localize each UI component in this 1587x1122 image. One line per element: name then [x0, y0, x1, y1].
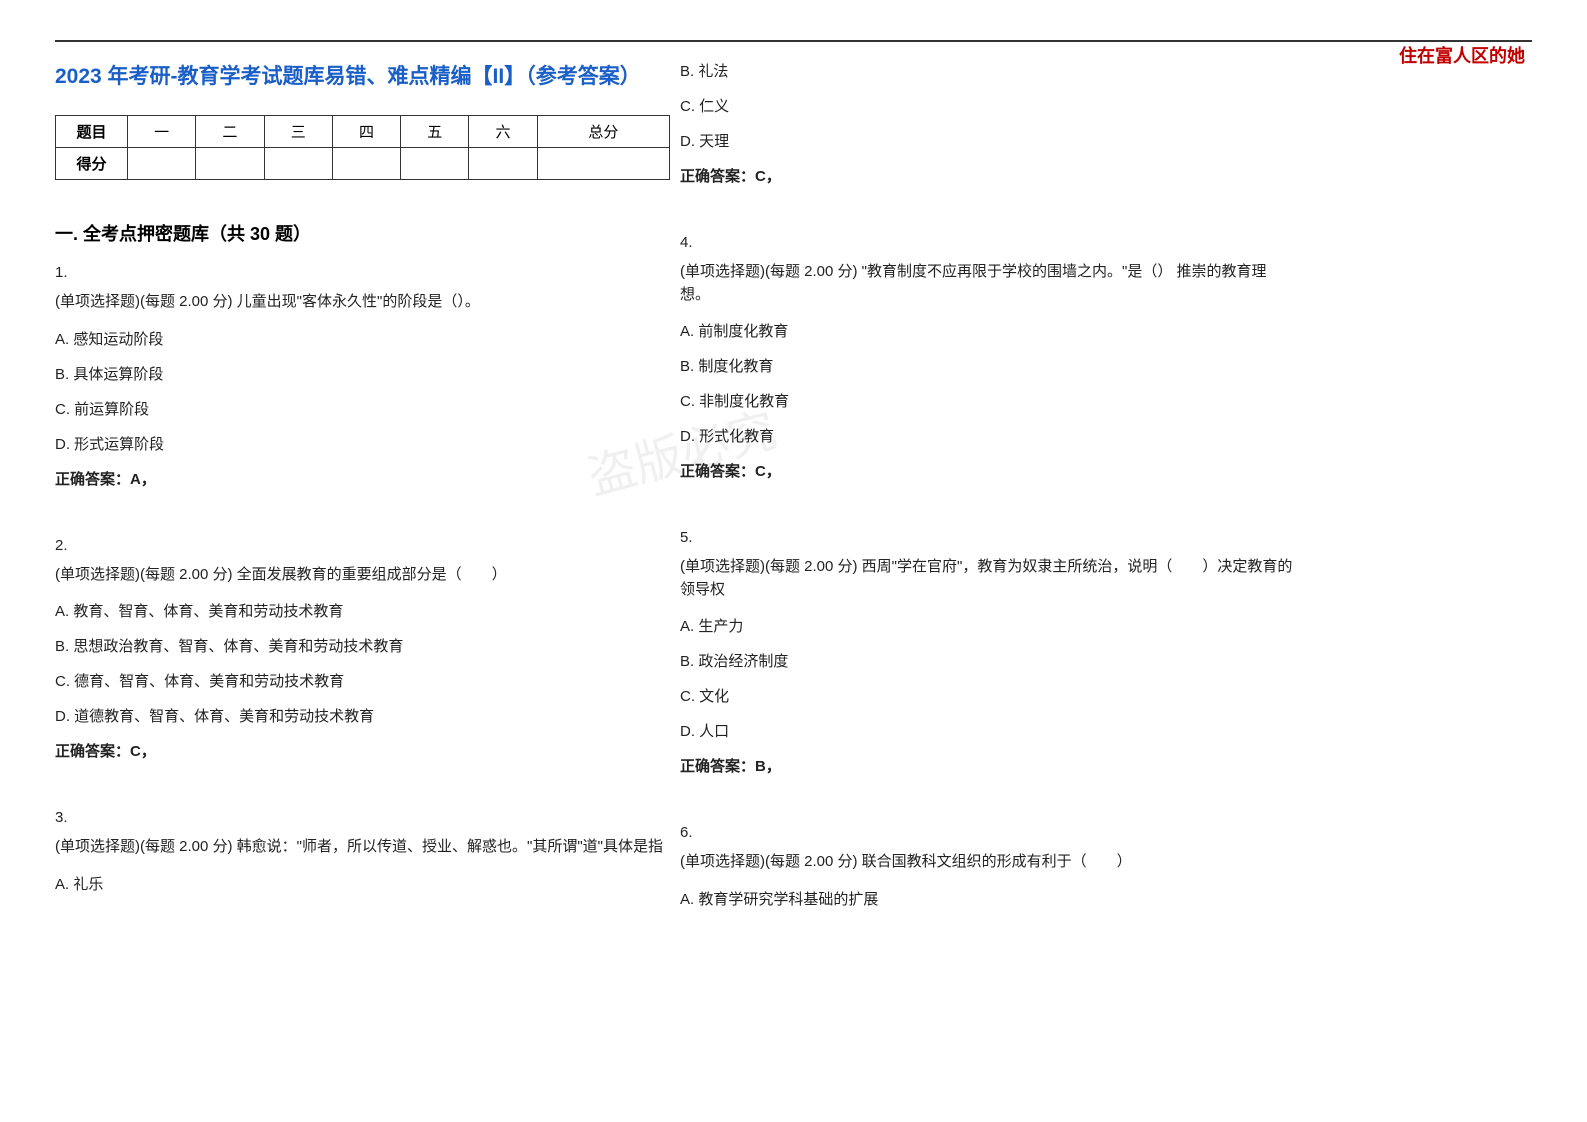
question-stem: (单项选择题)(每题 2.00 分) 全面发展教育的重要组成部分是（ ）	[55, 564, 670, 587]
column-left: 2023 年考研-教育学考试题库易错、难点精编【II】（参考答案） 题目 一 二…	[55, 60, 670, 908]
option-a: A. 生产力	[680, 615, 1295, 636]
option-b: B. 思想政治教育、智育、体育、美育和劳动技术教育	[55, 635, 670, 656]
option-a: A. 礼乐	[55, 873, 670, 894]
question-4: 4. (单项选择题)(每题 2.00 分) "教育制度不应再限于学校的围墙之内。…	[680, 234, 1295, 481]
option-b: B. 制度化教育	[680, 355, 1295, 376]
question-1: 1. (单项选择题)(每题 2.00 分) 儿童出现"客体永久性"的阶段是（）。…	[55, 264, 670, 489]
th-col: 总分	[537, 116, 669, 148]
th-col: 三	[264, 116, 332, 148]
answer: 正确答案：A，	[55, 468, 670, 489]
th-col: 四	[332, 116, 400, 148]
td-cell	[537, 148, 669, 180]
question-6: 6. (单项选择题)(每题 2.00 分) 联合国教科文组织的形成有利于（ ） …	[680, 824, 1295, 909]
column-right: B. 礼法 C. 仁义 D. 天理 正确答案：C， 4. (单项选择题)(每题 …	[680, 60, 1295, 923]
score-table: 题目 一 二 三 四 五 六 总分 得分	[55, 115, 670, 180]
option-d: D. 天理	[680, 130, 1295, 151]
td-cell	[401, 148, 469, 180]
th-col: 五	[401, 116, 469, 148]
question-number: 5.	[680, 529, 1295, 546]
option-d: D. 人口	[680, 720, 1295, 741]
td-cell	[469, 148, 537, 180]
question-2: 2. (单项选择题)(每题 2.00 分) 全面发展教育的重要组成部分是（ ） …	[55, 537, 670, 762]
question-3-cont: B. 礼法 C. 仁义 D. 天理 正确答案：C，	[680, 60, 1295, 186]
table-row: 题目 一 二 三 四 五 六 总分	[56, 116, 670, 148]
th-col: 六	[469, 116, 537, 148]
section-heading: 一. 全考点押密题库（共 30 题）	[55, 220, 670, 246]
question-stem: (单项选择题)(每题 2.00 分) 儿童出现"客体永久性"的阶段是（）。	[55, 291, 670, 314]
question-number: 1.	[55, 264, 670, 281]
answer: 正确答案：C，	[680, 165, 1295, 186]
option-c: C. 德育、智育、体育、美育和劳动技术教育	[55, 670, 670, 691]
question-stem: (单项选择题)(每题 2.00 分) 韩愈说："师者，所以传道、授业、解惑也。"…	[55, 836, 670, 859]
question-number: 6.	[680, 824, 1295, 841]
question-number: 4.	[680, 234, 1295, 251]
content-area: 盗版必究 2023 年考研-教育学考试题库易错、难点精编【II】（参考答案） 题…	[55, 40, 1532, 1040]
th-col: 一	[128, 116, 196, 148]
td-cell	[128, 148, 196, 180]
option-b: B. 政治经济制度	[680, 650, 1295, 671]
page-title: 2023 年考研-教育学考试题库易错、难点精编【II】（参考答案）	[55, 60, 670, 90]
answer: 正确答案：C，	[680, 460, 1295, 481]
option-c: C. 前运算阶段	[55, 398, 670, 419]
question-stem: (单项选择题)(每题 2.00 分) 联合国教科文组织的形成有利于（ ）	[680, 851, 1295, 874]
question-5: 5. (单项选择题)(每题 2.00 分) 西周"学在官府"，教育为奴隶主所统治…	[680, 529, 1295, 776]
option-a: A. 前制度化教育	[680, 320, 1295, 341]
question-number: 2.	[55, 537, 670, 554]
td-cell	[196, 148, 264, 180]
option-b: B. 具体运算阶段	[55, 363, 670, 384]
th-col: 二	[196, 116, 264, 148]
option-d: D. 形式运算阶段	[55, 433, 670, 454]
option-d: D. 形式化教育	[680, 425, 1295, 446]
td-label: 得分	[56, 148, 128, 180]
answer: 正确答案：C，	[55, 740, 670, 761]
option-d: D. 道德教育、智育、体育、美育和劳动技术教育	[55, 705, 670, 726]
option-b: B. 礼法	[680, 60, 1295, 81]
option-a: A. 教育学研究学科基础的扩展	[680, 888, 1295, 909]
td-cell	[332, 148, 400, 180]
question-stem: (单项选择题)(每题 2.00 分) "教育制度不应再限于学校的围墙之内。"是（…	[680, 261, 1295, 306]
question-number: 3.	[55, 809, 670, 826]
answer: 正确答案：B，	[680, 755, 1295, 776]
option-c: C. 仁义	[680, 95, 1295, 116]
option-a: A. 感知运动阶段	[55, 328, 670, 349]
table-row: 得分	[56, 148, 670, 180]
option-c: C. 非制度化教育	[680, 390, 1295, 411]
option-a: A. 教育、智育、体育、美育和劳动技术教育	[55, 600, 670, 621]
td-cell	[264, 148, 332, 180]
question-stem: (单项选择题)(每题 2.00 分) 西周"学在官府"，教育为奴隶主所统治，说明…	[680, 556, 1295, 601]
question-3: 3. (单项选择题)(每题 2.00 分) 韩愈说："师者，所以传道、授业、解惑…	[55, 809, 670, 894]
option-c: C. 文化	[680, 685, 1295, 706]
th-label: 题目	[56, 116, 128, 148]
